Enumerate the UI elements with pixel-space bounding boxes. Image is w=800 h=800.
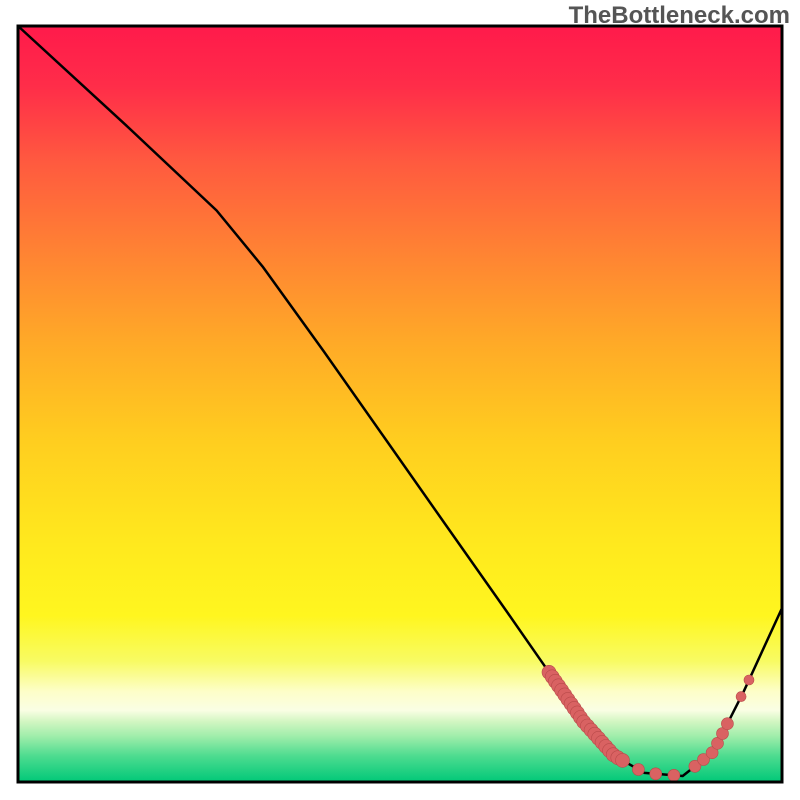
data-point [744,675,754,685]
data-point [650,768,662,780]
chart-svg [0,0,800,800]
plot-background [18,26,782,782]
bottleneck-chart: TheBottleneck.com [0,0,800,800]
data-point [736,692,746,702]
data-point [616,753,630,767]
data-point [668,769,680,781]
data-point [632,764,644,776]
watermark-text: TheBottleneck.com [569,2,790,30]
data-point [721,718,733,730]
